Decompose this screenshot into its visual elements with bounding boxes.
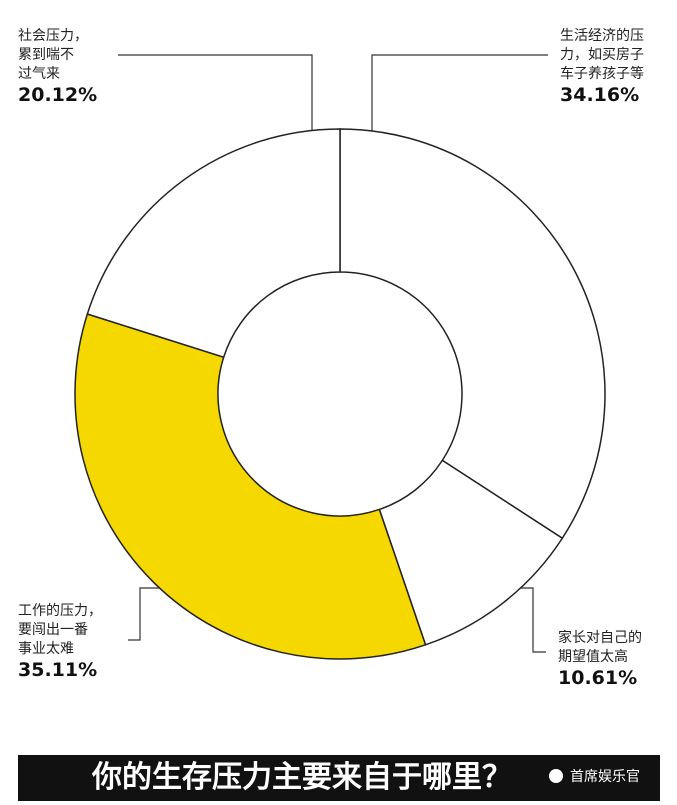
donut-segment: [339, 128, 606, 540]
leader-line: [505, 587, 546, 653]
donut-segment: [378, 459, 564, 646]
segment-label: 期望值太高: [558, 648, 628, 665]
chart-title: 你的生存压力主要来自于哪里？: [91, 760, 512, 795]
watermark: 首席娱乐官: [570, 769, 640, 785]
donut-segment: [86, 128, 341, 359]
segment-label: 家长对自己的: [558, 629, 642, 646]
segment-label: 事业太难: [18, 641, 74, 657]
value-label: 20.12%: [18, 84, 97, 106]
segment-label: 车子养孩子等: [560, 65, 644, 82]
leader-line: [371, 54, 548, 150]
leader-line: [118, 54, 313, 152]
value-label: 35.11%: [18, 659, 97, 681]
segment-label: 社会压力，: [18, 28, 88, 44]
segment-label: 过气来: [18, 66, 60, 82]
watermark-icon: [549, 769, 563, 783]
value-label: 34.16%: [560, 84, 639, 106]
segment-label: 力，如买房子: [560, 47, 644, 63]
segment-label: 工作的压力，: [18, 603, 102, 619]
value-label: 10.61%: [558, 667, 637, 689]
segment-label: 要闯出一番: [18, 622, 88, 638]
donut-segment: [74, 313, 427, 660]
segment-label: 累到喘不: [18, 46, 74, 63]
segment-label: 生活经济的压: [560, 28, 644, 44]
